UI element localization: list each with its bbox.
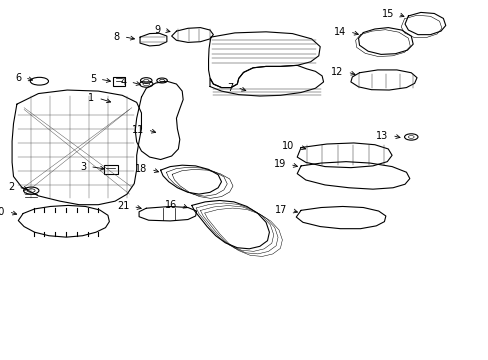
Ellipse shape xyxy=(27,189,35,192)
Text: 9: 9 xyxy=(154,25,160,35)
Text: 14: 14 xyxy=(333,27,346,37)
Ellipse shape xyxy=(142,82,149,86)
Text: 19: 19 xyxy=(273,159,285,170)
Text: 18: 18 xyxy=(135,165,147,174)
Text: 15: 15 xyxy=(381,9,393,19)
Text: 10: 10 xyxy=(282,141,294,152)
Text: 13: 13 xyxy=(375,131,387,140)
Ellipse shape xyxy=(160,79,164,82)
Text: 6: 6 xyxy=(15,73,21,83)
Ellipse shape xyxy=(407,136,413,138)
Text: 5: 5 xyxy=(89,74,96,84)
Text: 2: 2 xyxy=(8,182,15,192)
Text: 4: 4 xyxy=(120,77,126,87)
Text: 8: 8 xyxy=(114,32,120,42)
Text: 12: 12 xyxy=(331,67,343,77)
Text: 1: 1 xyxy=(88,93,94,103)
Text: 7: 7 xyxy=(227,82,233,93)
Text: 3: 3 xyxy=(80,162,86,172)
Text: 17: 17 xyxy=(275,205,287,215)
Text: 21: 21 xyxy=(117,202,129,211)
Text: 11: 11 xyxy=(131,125,143,135)
Text: 20: 20 xyxy=(0,207,5,217)
Text: 16: 16 xyxy=(165,201,177,210)
Ellipse shape xyxy=(143,79,148,82)
